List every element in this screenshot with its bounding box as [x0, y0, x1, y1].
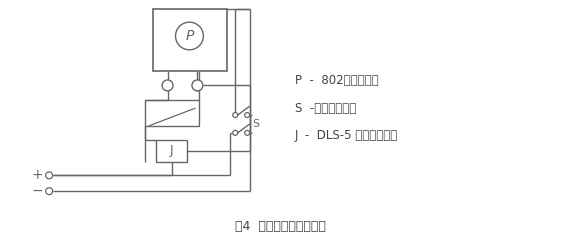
Bar	[145, 100, 199, 126]
Circle shape	[176, 22, 204, 50]
Text: S  -双刀双掷开关: S -双刀双掷开关	[295, 102, 356, 115]
Text: P  -  802数字毫秒表: P - 802数字毫秒表	[295, 74, 379, 87]
Text: 图4  动作时间检验线路图: 图4 动作时间检验线路图	[234, 220, 325, 233]
Text: +: +	[31, 168, 43, 182]
Circle shape	[233, 113, 238, 118]
Text: J: J	[170, 144, 173, 157]
Circle shape	[233, 130, 238, 135]
Circle shape	[162, 80, 173, 91]
Circle shape	[245, 130, 250, 135]
Bar	[155, 140, 187, 162]
Text: P: P	[185, 29, 194, 43]
Circle shape	[45, 172, 53, 179]
Circle shape	[192, 80, 203, 91]
Text: −: −	[31, 184, 43, 198]
Circle shape	[45, 188, 53, 195]
Bar	[153, 9, 227, 71]
Text: J  -  DLS-5 双位置继电器: J - DLS-5 双位置继电器	[295, 129, 398, 142]
Circle shape	[245, 113, 250, 118]
Text: S: S	[252, 119, 259, 129]
